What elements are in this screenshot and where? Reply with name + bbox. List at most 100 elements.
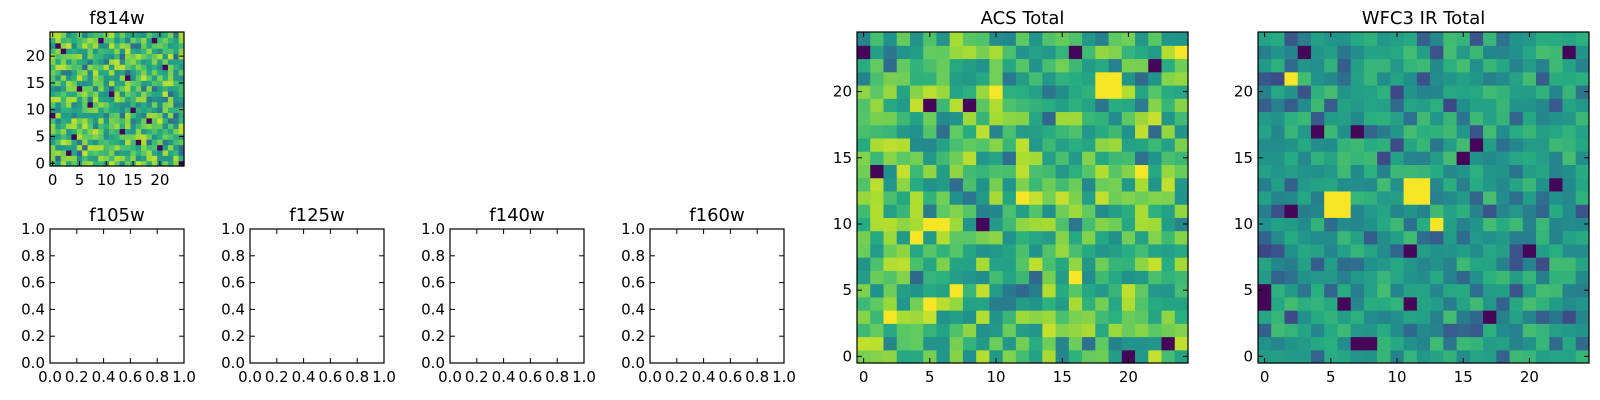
heatmap-cell — [909, 230, 924, 245]
heatmap-cell — [98, 101, 105, 108]
heatmap-cell — [167, 58, 174, 65]
heatmap-cell — [173, 32, 180, 38]
heatmap-cell — [1068, 164, 1083, 179]
heatmap-cell — [1002, 230, 1017, 245]
heatmap-cell — [141, 107, 148, 113]
heatmap-cells — [50, 32, 185, 167]
heatmap-cell — [923, 283, 938, 298]
heatmap-cell — [1029, 336, 1043, 351]
heatmap-cell — [119, 123, 126, 130]
heatmap-cell — [141, 48, 148, 55]
heatmap-cell — [1297, 283, 1312, 298]
heatmap-cell — [1363, 32, 1378, 46]
heatmap-cell — [146, 32, 153, 38]
heatmap-cell — [923, 137, 938, 152]
heatmap-cell — [71, 53, 78, 60]
heatmap-cell — [114, 58, 121, 65]
heatmap-cell — [135, 74, 142, 81]
heatmap-cell — [883, 257, 898, 271]
heatmap-cell — [1350, 336, 1365, 351]
heatmap-cell — [1403, 137, 1418, 152]
heatmap-cell — [167, 144, 174, 151]
heatmap-cell — [151, 160, 158, 167]
heatmap-cell — [1536, 217, 1550, 232]
heatmap-cell — [167, 128, 174, 135]
heatmap-cell — [883, 296, 898, 311]
heatmap-cell — [949, 124, 964, 139]
heatmap-cell — [50, 58, 56, 65]
heatmap-cell — [923, 243, 938, 258]
heatmap-cell — [949, 137, 964, 152]
heatmap-cell — [76, 48, 83, 55]
y-tick-label: 5 — [35, 128, 45, 146]
heatmap-cell — [962, 164, 977, 179]
heatmap-cell — [1469, 270, 1484, 285]
heatmap-cell — [1108, 124, 1123, 139]
y-tick-label: 10 — [26, 101, 45, 119]
heatmap-cell — [1015, 137, 1030, 152]
heatmap-cell — [962, 310, 977, 324]
heatmap-cell — [71, 133, 78, 140]
heatmap-cell — [1148, 151, 1163, 165]
heatmap-cell — [1522, 84, 1537, 99]
heatmap-cell — [1258, 45, 1272, 60]
heatmap-cell — [870, 283, 885, 298]
heatmap-cell — [151, 74, 158, 81]
heatmap-cell — [1443, 98, 1458, 113]
heatmap-cell — [1121, 71, 1136, 86]
y-tick-label: 1.0 — [421, 220, 445, 238]
heatmap-cell — [1174, 98, 1189, 113]
y-tick-label: 0.8 — [621, 247, 645, 265]
heatmap-cell — [949, 58, 964, 73]
heatmap-cell — [178, 85, 185, 92]
heatmap-cell — [1297, 58, 1312, 73]
heatmap-cell — [1522, 270, 1537, 285]
heatmap-cell — [1135, 58, 1149, 73]
axes-frame — [49, 228, 185, 364]
x-tick-label: 0.6 — [518, 368, 542, 386]
heatmap-cell — [1483, 296, 1497, 311]
y-tick-label: 0.4 — [621, 300, 645, 318]
heatmap-cell — [1575, 296, 1590, 311]
heatmap-cell — [896, 84, 911, 99]
heatmap-cell — [1148, 217, 1163, 232]
heatmap-cell — [141, 42, 148, 49]
heatmap-cell — [936, 58, 951, 73]
y-tick-label: 0.0 — [621, 354, 645, 372]
heatmap-cell — [1430, 177, 1444, 192]
heatmap-cell — [923, 84, 938, 99]
heatmap-cell — [1068, 84, 1083, 99]
heatmap-cell — [1271, 137, 1286, 152]
heatmap-cell — [1522, 336, 1537, 351]
heatmap-cell — [71, 58, 78, 65]
heatmap-cell — [1015, 84, 1030, 99]
heatmap-cell — [125, 128, 131, 135]
heatmap-cell — [146, 149, 153, 156]
heatmap-cell — [141, 112, 148, 119]
heatmap-cell — [1443, 336, 1458, 351]
heatmap-cell — [870, 217, 885, 232]
heatmap-cell — [66, 101, 73, 108]
heatmap-cell — [1015, 71, 1030, 86]
heatmap-cell — [1310, 98, 1325, 113]
heatmap-cell — [962, 270, 977, 285]
heatmap-cell — [936, 151, 951, 165]
heatmap-cell — [1456, 111, 1471, 126]
heatmap-cell — [870, 204, 885, 218]
heatmap-cell — [1549, 124, 1564, 139]
heatmap-cell — [167, 123, 174, 130]
heatmap-cell — [103, 90, 110, 97]
heatmap-cell — [857, 243, 871, 258]
heatmap-cell — [157, 133, 164, 140]
heatmap-cell — [119, 139, 126, 146]
heatmap-cell — [976, 137, 990, 152]
heatmap-cell — [1002, 45, 1017, 60]
heatmap-cell — [857, 124, 871, 139]
heatmap-cell — [1509, 98, 1524, 113]
heatmap-cell — [1324, 98, 1339, 113]
heatmap-cell — [1509, 217, 1524, 232]
x-tick-label: 0.2 — [465, 368, 489, 386]
heatmap-cell — [125, 58, 131, 65]
heatmap-cell — [1135, 111, 1149, 126]
heatmap-cell — [1297, 323, 1312, 338]
